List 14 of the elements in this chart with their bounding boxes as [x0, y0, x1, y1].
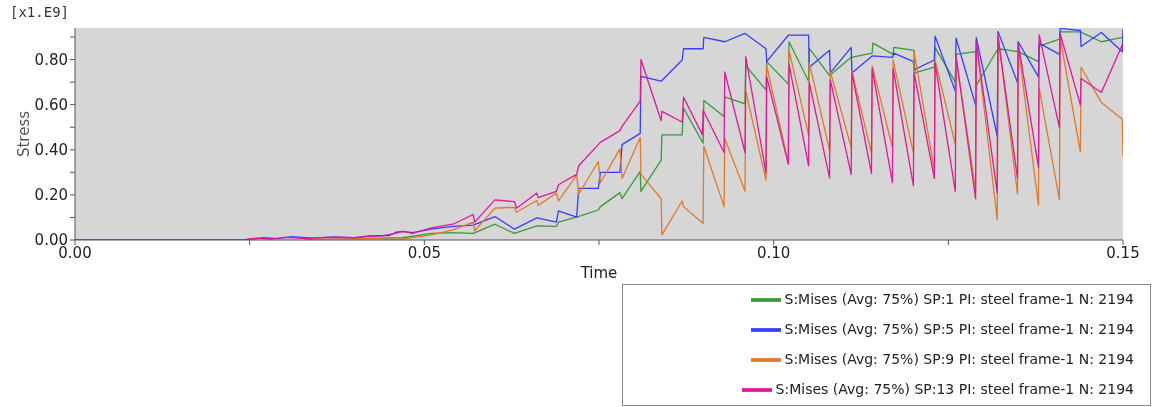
y-tick-label: 0.20 — [34, 186, 68, 205]
legend-label: S:Mises (Avg: 75%) SP:5 PI: steel frame-1 N: 2194 — [784, 321, 1134, 337]
legend-label: S:Mises (Avg: 75%) SP:13 PI: steel frame-1 N: 2194 — [775, 381, 1134, 397]
y-tick-label: 0.60 — [34, 96, 68, 115]
y-tick-label: 0.40 — [34, 141, 68, 160]
text: [x1.E9] — [10, 4, 70, 20]
x-tick-label: 0.10 — [756, 243, 791, 262]
x-tick-label: 0.05 — [407, 243, 442, 262]
legend-label: S:Mises (Avg: 75%) SP:1 PI: steel frame-1 N: 2194 — [784, 291, 1134, 307]
legend-label: S:Mises (Avg: 75%) SP:9 PI: steel frame-1 N: 2194 — [784, 351, 1134, 367]
y-tick-label: 0.80 — [34, 50, 68, 69]
y-axis-title: Stress — [15, 110, 34, 158]
x-axis-title: Time — [579, 264, 618, 282]
x-tick-label: 0.15 — [1106, 243, 1140, 262]
